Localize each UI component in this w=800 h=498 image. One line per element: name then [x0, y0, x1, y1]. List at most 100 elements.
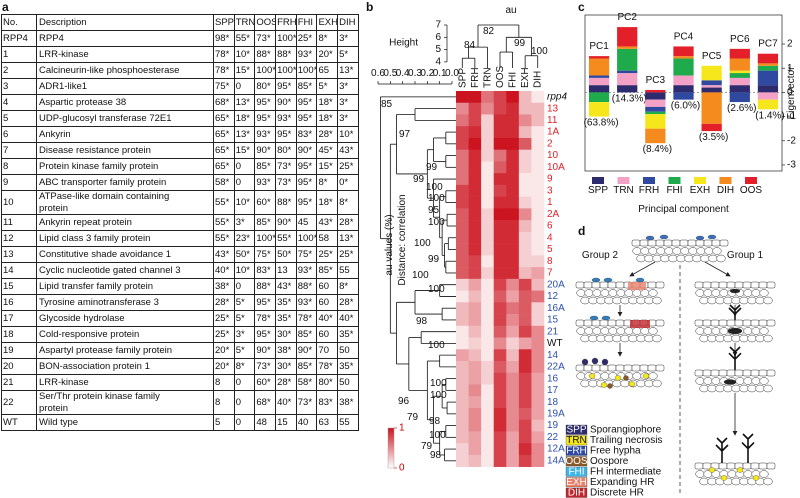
heatmap-cell [456, 196, 469, 209]
heatmap-cell [468, 220, 482, 233]
heatmap-cell [518, 102, 532, 115]
heatmap-cell [518, 384, 532, 397]
heatmap-cell [481, 243, 495, 256]
mesophyll-cell [604, 296, 614, 305]
mesophyll-cell [656, 247, 666, 255]
table-row: 2 Calcineurin-like phosphoesterase 78* 15* 1… [1, 62, 359, 79]
number-cell: WT [1, 414, 37, 431]
epidermal-cell [750, 462, 760, 470]
structure [603, 277, 613, 283]
epidermal-cell [655, 239, 665, 247]
bar-segment [701, 85, 722, 88]
heatmap-cell [468, 361, 482, 374]
mesophyll-cell [715, 296, 725, 305]
bar-segment [673, 56, 694, 59]
structure [635, 277, 645, 283]
heatmap-cell [506, 114, 520, 127]
column-label: TRN [482, 67, 493, 88]
bar-segment [617, 46, 638, 49]
bar-segment [588, 92, 610, 103]
annotation: (14.3%) [612, 93, 647, 104]
mesophyll-cell [699, 334, 709, 343]
heatmap-cell [531, 184, 545, 197]
row-label: 4 [547, 232, 553, 243]
heatmap-cell [531, 208, 545, 221]
heatmap-cell [493, 267, 507, 280]
heatmap-cell [531, 173, 545, 186]
row-label: 14A [547, 455, 565, 466]
mesophyll-cell [708, 254, 718, 263]
mesophyll-cell [652, 379, 662, 388]
heatmap-cell [493, 91, 507, 104]
sporangiophore [741, 433, 755, 463]
annotation: (2.6%) [727, 103, 756, 114]
table-row: 19 Aspartyl protease family protein 20* 5* 9… [1, 342, 359, 359]
heatmap-cell [468, 267, 482, 280]
legend-swatch [592, 177, 604, 184]
mesophyll-cell [576, 372, 586, 380]
mesophyll-cell [580, 379, 590, 388]
mesophyll-cell [747, 296, 757, 305]
row-label: 2 [547, 138, 553, 149]
legend-label: Free hypha [590, 446, 641, 457]
heatmap-cell [518, 361, 532, 374]
epidermal-cell [703, 239, 713, 247]
row-label: 7 [547, 268, 553, 279]
epidermal-cell [702, 281, 712, 289]
heatmap-cell [506, 243, 520, 256]
row-label: 9 [547, 174, 553, 185]
epidermal-cell [742, 319, 752, 327]
mesophyll-cell [759, 327, 769, 335]
mesophyll-cell [763, 296, 773, 305]
heatmap-cell [481, 161, 495, 174]
mesophyll-cell [731, 384, 741, 393]
heatmap-cell [456, 325, 469, 338]
mesophyll-cell [695, 377, 705, 385]
heatmap-cell [456, 372, 469, 385]
x-tick-label: PC5 [702, 51, 722, 62]
legend-swatch [668, 177, 681, 184]
heatmap-cell [456, 337, 469, 350]
mesophyll-cell [751, 327, 761, 335]
mesophyll-cell [620, 334, 630, 343]
legend-swatch [565, 445, 588, 456]
epidermal-cell [583, 364, 593, 372]
heatmap-cell [531, 126, 545, 139]
bar-segment [673, 92, 694, 100]
mesophyll-cell [644, 254, 654, 263]
heatmap-cell [518, 184, 532, 197]
axis-title: au [505, 5, 516, 16]
mesophyll-cell [640, 247, 650, 255]
heatmap-cell [531, 196, 545, 209]
heatmap-cell [456, 443, 469, 456]
heatmap-cell [481, 314, 495, 327]
epidermal-cell [599, 364, 609, 372]
mesophyll-cell [688, 247, 698, 255]
epidermal-cell [695, 239, 705, 247]
bar-segment [729, 58, 750, 71]
bootstrap-value: 100 [430, 378, 447, 389]
tick-label: 0.1 [433, 68, 447, 79]
heatmap-cell [468, 431, 482, 444]
mesophyll-cell [763, 334, 773, 343]
epidermal-cell [726, 462, 736, 470]
annotation: (8.4%) [643, 144, 672, 155]
heatmap-cell [506, 91, 520, 104]
heatmap-cell [531, 314, 545, 327]
heatmap-cell [456, 184, 469, 197]
mesophyll-cell [672, 247, 682, 255]
heatmap-cell [518, 149, 532, 162]
row-label: 10A [547, 162, 565, 173]
heatmap-cell [531, 372, 545, 385]
heatmap-cell [506, 337, 520, 350]
y-tick-label: 1 [787, 63, 793, 74]
annotation: (3.5%) [699, 132, 728, 143]
heatmap-cell [531, 431, 545, 444]
tick-label: 0.5 [383, 68, 397, 79]
legend-label: OOS [740, 185, 763, 196]
mesophyll-cell [612, 379, 622, 388]
heatmap-cell [456, 173, 469, 186]
bootstrap-value: 96 [398, 396, 410, 407]
number-cell: 22 [1, 390, 37, 415]
epidermal-cell [694, 462, 704, 470]
